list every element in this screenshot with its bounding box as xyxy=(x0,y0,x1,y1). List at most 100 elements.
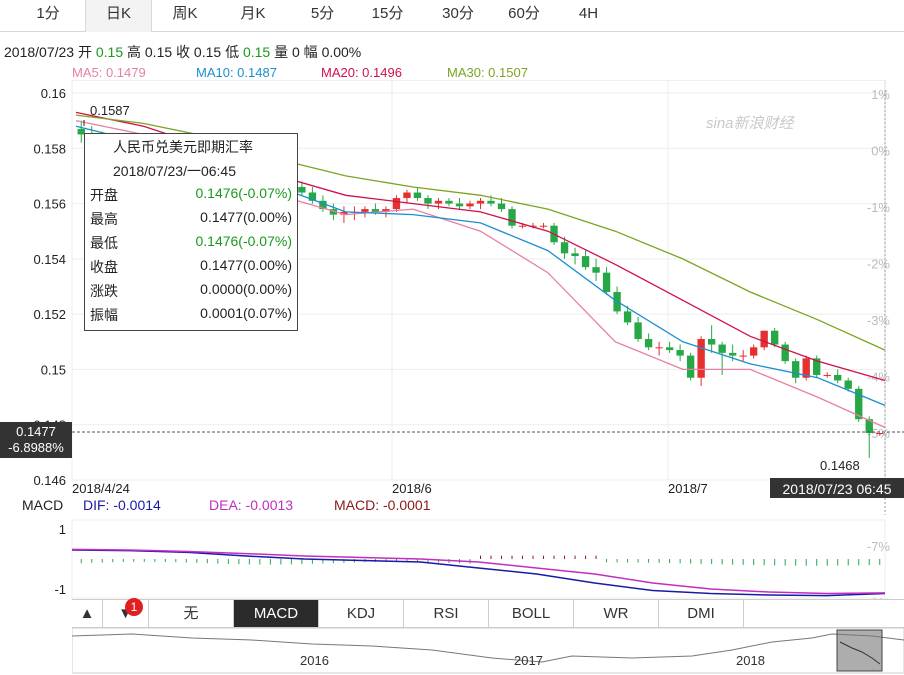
x-tick: 2018/4/24 xyxy=(72,481,130,496)
pct-tick: -4% xyxy=(867,370,891,385)
candle-body xyxy=(844,380,852,389)
close-label: 收 xyxy=(176,44,191,60)
candle-body xyxy=(529,225,537,227)
nav-year-2017: 2017 xyxy=(514,653,543,668)
crosshair-price: 0.1477 xyxy=(16,424,56,439)
candle-body xyxy=(760,330,768,348)
y-tick: 0.146 xyxy=(33,473,66,488)
tooltip-time: 2018/07/23/一06:45 xyxy=(113,163,236,179)
ma5-legend: MA5: 0.1479 xyxy=(72,65,146,80)
y-tick: 0.158 xyxy=(33,141,66,156)
tooltip-row: 涨跌 0.0000(0.00%) xyxy=(90,281,292,303)
candle-body xyxy=(855,388,863,420)
watermark: sina新浪财经 xyxy=(706,115,796,132)
pct-tick: -2% xyxy=(867,257,891,272)
tooltip-row: 最低 0.1476(-0.07%) xyxy=(90,233,292,255)
x-tick: 2018/7 xyxy=(668,481,708,496)
candle-body xyxy=(655,347,663,349)
amplitude-label: 幅 xyxy=(303,44,318,60)
dif-line xyxy=(71,549,886,597)
scroll-up-button[interactable]: ▲ xyxy=(72,600,103,627)
y-tick: 0.15 xyxy=(41,362,66,377)
nav-year-2018: 2018 xyxy=(736,653,765,668)
candle-body xyxy=(382,209,390,212)
candle-body xyxy=(413,192,422,199)
candle-body xyxy=(686,355,695,378)
candle-body xyxy=(497,203,506,210)
tooltip-key: 最高 xyxy=(90,211,118,227)
y-tick: 0.16 xyxy=(41,86,66,101)
tab-5[interactable]: 15分 xyxy=(371,5,404,22)
indicator-4[interactable]: BOLL xyxy=(489,600,574,627)
macd-label: MACD xyxy=(22,497,63,513)
candle-body xyxy=(634,322,642,340)
tooltip-value: 0.1476(-0.07%) xyxy=(195,185,292,201)
candle-body xyxy=(781,344,789,362)
tab-1[interactable]: 日K xyxy=(85,0,152,32)
candle-body xyxy=(424,198,432,204)
ma20-legend: MA20: 0.1496 xyxy=(321,65,402,80)
indicator-1[interactable]: MACD xyxy=(234,600,319,627)
candle-body xyxy=(508,209,516,226)
tooltip-value: 0.1476(-0.07%) xyxy=(195,233,292,249)
candle-body xyxy=(718,344,726,353)
amplitude-value: 0.00% xyxy=(321,44,362,60)
candle-body xyxy=(823,374,831,376)
candle-body xyxy=(298,186,306,193)
pct-tick: -1% xyxy=(867,200,891,215)
tab-0[interactable]: 1分 xyxy=(36,5,60,22)
tooltip-row: 收盘 0.1477(0.00%) xyxy=(90,257,292,279)
candle-body xyxy=(739,355,747,357)
low-value: 0.15 xyxy=(242,44,271,60)
candle-body xyxy=(876,433,884,435)
pct-tick: 0% xyxy=(871,144,890,159)
tooltip-value: 0.1477(0.00%) xyxy=(200,209,292,225)
candle-body xyxy=(771,330,779,345)
candle-body xyxy=(623,311,632,323)
macd-dif: DIF: -0.0014 xyxy=(83,497,161,513)
range-navigator[interactable]: 2016 2017 2018 xyxy=(72,628,904,674)
tab-2[interactable]: 周K xyxy=(172,5,198,22)
volume-value: 0 xyxy=(291,44,300,60)
crosshair-pct: -6.8988% xyxy=(8,440,64,455)
y-tick: 0.156 xyxy=(33,197,66,212)
tab-4[interactable]: 5分 xyxy=(310,5,335,22)
close-value: 0.15 xyxy=(193,44,222,60)
tooltip-value: 0.1477(0.00%) xyxy=(200,257,292,273)
ma10-legend: MA10: 0.1487 xyxy=(196,65,277,80)
indicator-6[interactable]: DMI xyxy=(659,600,744,627)
tab-8[interactable]: 4H xyxy=(578,5,599,22)
candle-body xyxy=(392,198,401,210)
indicator-0[interactable]: 无 xyxy=(149,600,234,627)
low-annotation: 0.1468 xyxy=(820,458,860,473)
tab-3[interactable]: 月K xyxy=(240,5,266,22)
candle-body xyxy=(834,374,842,381)
candle-body xyxy=(728,352,737,356)
period-tabs: 1分 日K 周K 月K 5分 15分 30分 60分 4H xyxy=(0,0,904,32)
candle-body xyxy=(665,347,674,351)
low-label: 低 xyxy=(225,44,240,60)
candle-body xyxy=(802,358,810,378)
indicator-2[interactable]: KDJ xyxy=(319,600,404,627)
crosshair-time: 2018/07/23 06:45 xyxy=(783,481,892,497)
candle-body xyxy=(371,209,380,212)
tooltip-key: 振幅 xyxy=(90,307,118,323)
candle-body xyxy=(308,192,317,201)
indicator-5[interactable]: WR xyxy=(574,600,659,627)
notification-badge: 1 xyxy=(125,598,143,616)
tab-7[interactable]: 60分 xyxy=(508,5,540,22)
tooltip-key: 涨跌 xyxy=(90,283,118,299)
tooltip-value: 0.0001(0.07%) xyxy=(200,305,292,321)
pct-tick: -3% xyxy=(867,313,891,328)
nav-year-2016: 2016 xyxy=(300,653,329,668)
quote-date: 2018/07/23 xyxy=(4,44,75,60)
crosshair-price-box xyxy=(0,422,72,458)
high-value: 0.15 xyxy=(144,44,173,60)
candle-body xyxy=(592,267,600,273)
indicator-3[interactable]: RSI xyxy=(404,600,489,627)
tab-6[interactable]: 30分 xyxy=(442,5,474,22)
open-label: 开 xyxy=(77,44,92,60)
candle-body xyxy=(403,192,411,199)
candle-body xyxy=(445,200,453,204)
tooltip-key: 最低 xyxy=(90,235,118,251)
